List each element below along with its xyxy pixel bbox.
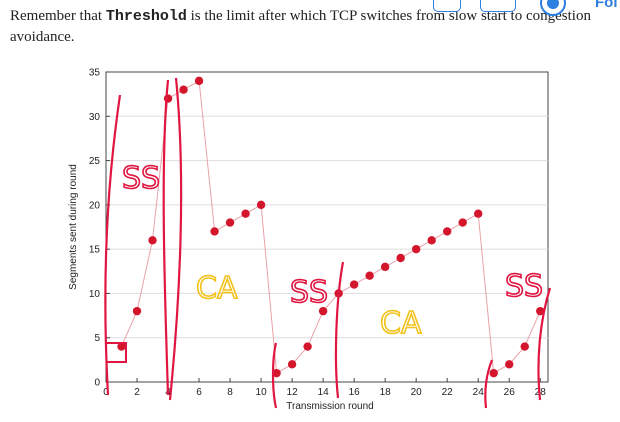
x-tick-label: 18: [380, 387, 392, 398]
data-point: [132, 306, 142, 316]
x-tick-label: 22: [442, 387, 454, 398]
data-point: [411, 244, 421, 254]
data-point: [117, 342, 126, 351]
data-point: [179, 85, 188, 94]
y-tick-label: 0: [94, 378, 100, 389]
intro-line-2: avoidance.: [10, 29, 75, 45]
data-point: [396, 253, 405, 263]
annotation-ca-2: CA: [380, 306, 422, 341]
data-point: [194, 76, 204, 86]
x-tick-label: 12: [287, 387, 299, 398]
data-point: [520, 342, 529, 351]
pen-box: [106, 342, 127, 363]
x-axis-label: Transmission round: [286, 401, 373, 412]
annotation-ss-1: SS: [122, 161, 160, 196]
pen-stroke-1: [104, 94, 122, 396]
pen-stroke-4: [271, 342, 278, 409]
intro-paragraph: Remember that Threshold is the limit aft…: [10, 6, 610, 47]
pen-stroke-7: [537, 287, 552, 401]
data-point: [442, 227, 452, 236]
x-tick-label: 14: [318, 387, 330, 398]
pen-stroke-2: [162, 79, 170, 396]
x-tick-label: 24: [473, 387, 485, 398]
data-point: [163, 94, 173, 103]
x-tick-label: 10: [256, 387, 268, 398]
data-point: [225, 218, 235, 227]
data-point: [474, 209, 483, 218]
intro-text-b: is the limit after which TCP switches fr…: [186, 8, 591, 24]
data-point: [380, 262, 390, 272]
data-point: [458, 218, 467, 227]
x-tick-label: 28: [535, 387, 547, 398]
pen-stroke-5: [334, 261, 345, 399]
data-point: [303, 342, 312, 351]
x-tick-label: 8: [227, 387, 233, 398]
follow-icon-dot: [547, 0, 559, 9]
x-tick-label: 16: [349, 387, 361, 398]
y-axis-label: Segments sent during round: [68, 164, 79, 290]
follow-icon[interactable]: [540, 0, 566, 16]
series-line: [121, 80, 541, 374]
x-tick-label: 20: [411, 387, 423, 398]
cwnd-line: [121, 80, 541, 374]
data-point: [365, 271, 374, 280]
intro-line-1: Remember that Threshold is the limit aft…: [10, 6, 610, 27]
handwritten-annotations: SS CA SS CA SS: [104, 77, 552, 409]
data-point: [287, 360, 297, 369]
y-tick-label: 10: [89, 289, 101, 300]
data-point: [489, 368, 498, 378]
x-tick-label: 26: [504, 387, 516, 398]
y-tick-label: 25: [89, 156, 101, 167]
y-tick-label: 5: [94, 333, 100, 344]
annotation-ss-2: SS: [290, 275, 328, 310]
data-point: [318, 306, 328, 316]
data-point: [241, 209, 250, 218]
y-tick-label: 35: [89, 68, 101, 79]
toolbar-button-1[interactable]: [433, 0, 461, 12]
data-point: [427, 236, 436, 245]
x-tick-label: 6: [196, 387, 202, 398]
follow-label[interactable]: Fol: [595, 0, 618, 11]
data-point: [148, 236, 157, 245]
x-tick-label: 0: [103, 387, 109, 398]
data-point: [272, 368, 281, 378]
pen-stroke-6: [484, 359, 494, 409]
data-point: [210, 227, 219, 236]
data-point: [536, 306, 545, 316]
data-point: [349, 280, 359, 289]
data-point: [505, 360, 514, 369]
toolbar-button-2[interactable]: [480, 0, 516, 12]
x-tick-label: 2: [134, 387, 140, 398]
annotation-ca-1: CA: [196, 271, 238, 306]
threshold-keyword: Threshold: [105, 8, 187, 25]
plot-frame: [105, 71, 549, 383]
y-tick-label: 20: [89, 200, 101, 211]
data-point: [256, 200, 266, 210]
y-tick-label: 15: [89, 245, 101, 256]
pen-stroke-3: [168, 77, 183, 401]
y-tick-label: 30: [89, 112, 101, 123]
intro-text-a: Remember that: [10, 8, 106, 24]
annotation-ss-3: SS: [505, 269, 543, 304]
series-points: [117, 76, 545, 378]
